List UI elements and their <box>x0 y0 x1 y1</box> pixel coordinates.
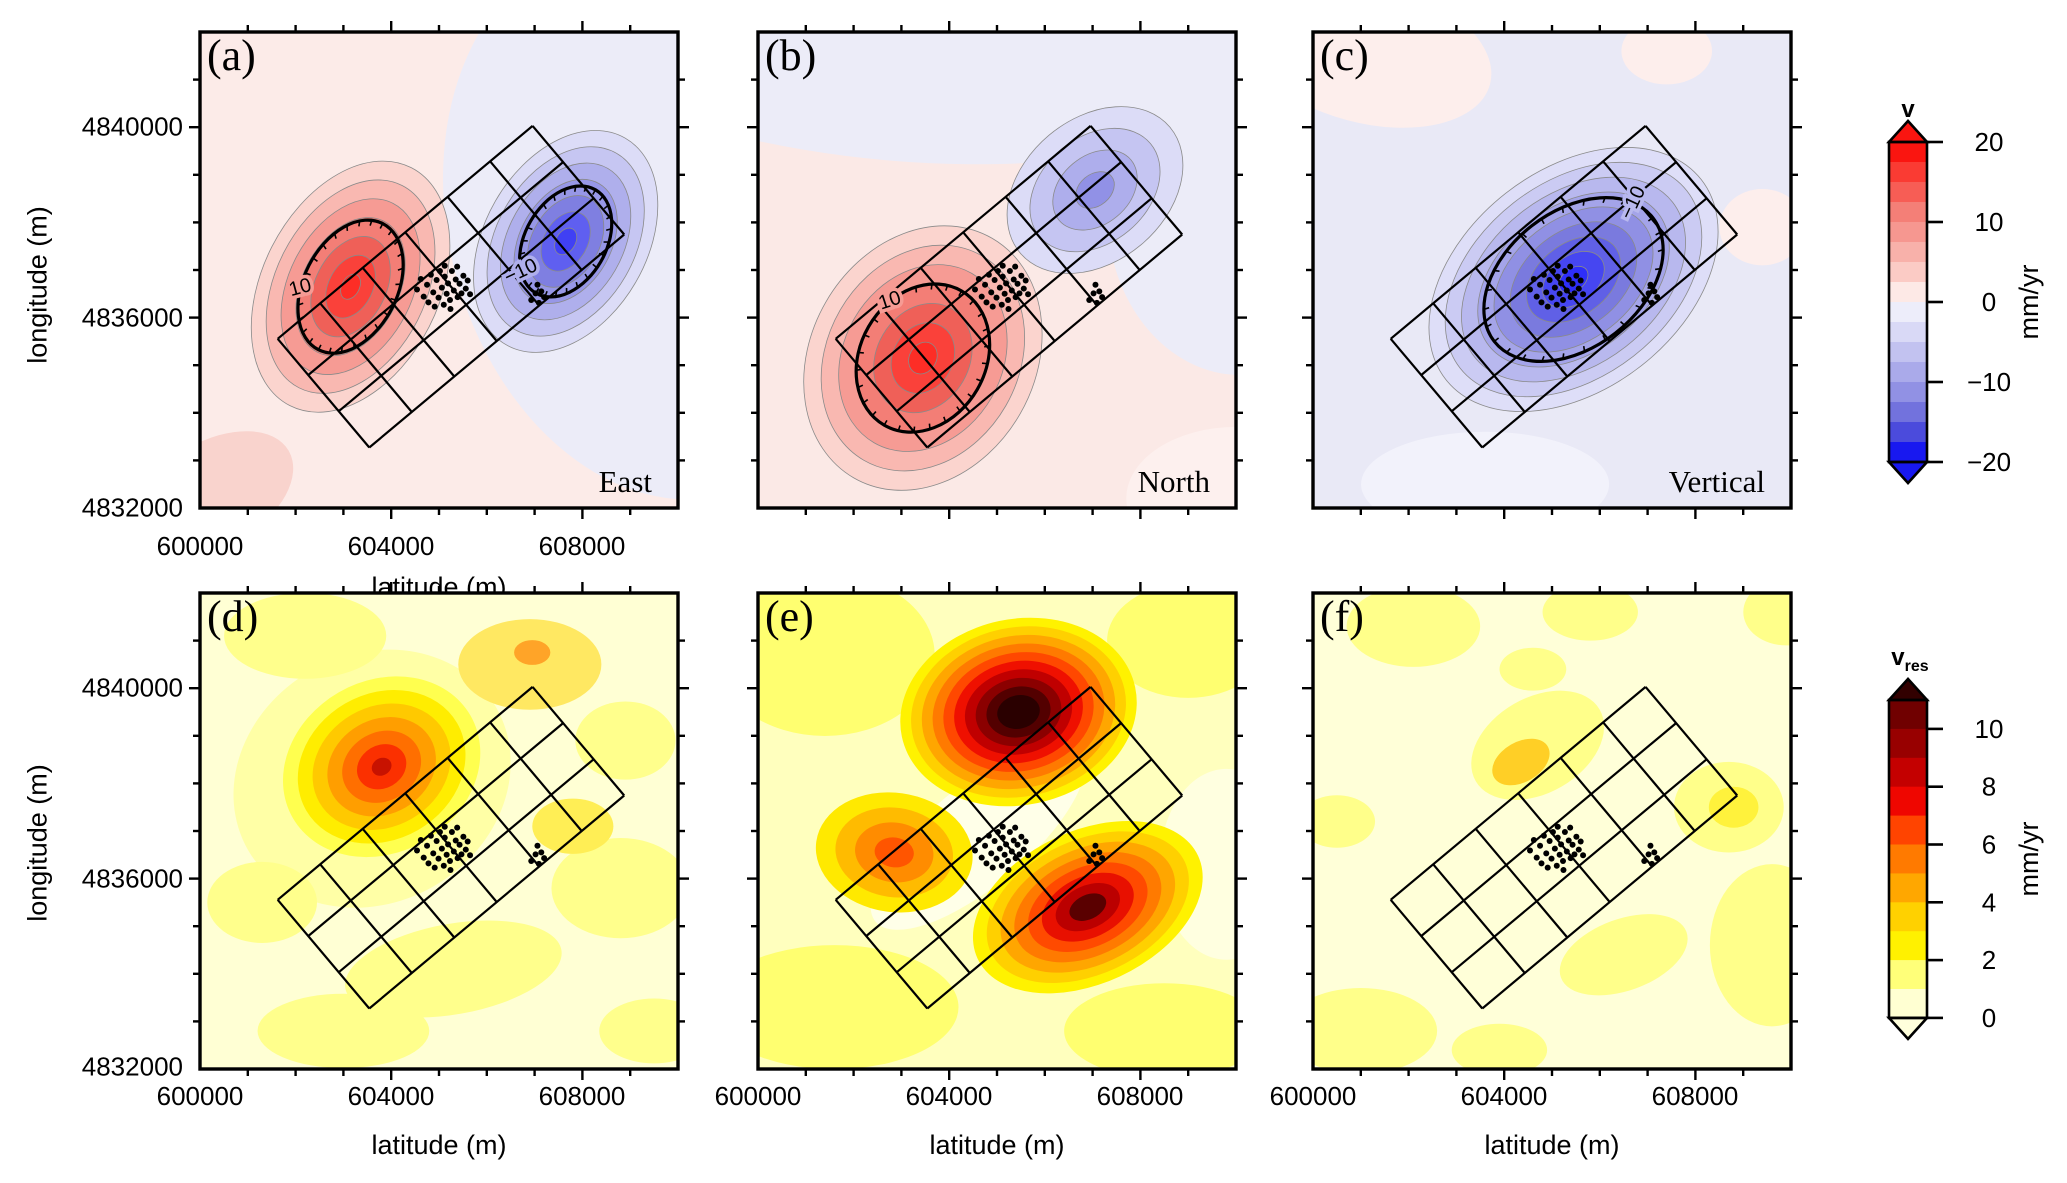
svg-text:0: 0 <box>1982 1003 1996 1033</box>
panel-d: (d) <box>189 582 689 1080</box>
svg-text:mm/yr: mm/yr <box>2014 821 2044 896</box>
xtick-label: 600000 <box>714 1081 802 1111</box>
x-axis-title: latitude (m) <box>1484 1130 1620 1160</box>
svg-text:−10: −10 <box>1967 367 2011 397</box>
panel-e-plot <box>747 582 1247 1080</box>
panel-letter: (a) <box>207 31 256 80</box>
xtick-label: 608000 <box>1096 1081 1184 1111</box>
y-axis-title: longitude (m) <box>22 764 53 922</box>
panel-a: 10 −10 (a) East <box>189 21 689 519</box>
svg-text:4: 4 <box>1982 887 1996 917</box>
svg-text:2: 2 <box>1982 945 1996 975</box>
svg-text:10: 10 <box>1975 207 2004 237</box>
xtick-label: 600000 <box>156 1081 244 1111</box>
panel-a-plot: 10 −10 <box>189 21 689 519</box>
panel-b: 10 (b) North <box>747 21 1247 519</box>
panel-letter: (d) <box>207 592 259 641</box>
panel-e: (e) <box>747 582 1247 1080</box>
svg-text:8: 8 <box>1982 772 1996 802</box>
component-label: East <box>598 464 652 499</box>
svg-text:−20: −20 <box>1967 447 2011 477</box>
xtick-label: 608000 <box>538 1081 626 1111</box>
panel-letter: (e) <box>765 592 814 641</box>
component-label: North <box>1137 464 1210 499</box>
svg-text:6: 6 <box>1982 830 1996 860</box>
panel-letter: (c) <box>1320 31 1369 80</box>
colorbar-title-subscript: res <box>1904 657 1929 675</box>
ytick-label: 4832000 <box>81 492 183 523</box>
xtick-label: 604000 <box>1460 1081 1548 1111</box>
panel-f: (f) <box>1302 582 1802 1080</box>
ytick-label: 4836000 <box>81 302 183 333</box>
x-axis-title: latitude (m) <box>371 1130 507 1160</box>
colorbar-title-text: v <box>1901 96 1915 123</box>
ytick-label: 4840000 <box>81 111 183 142</box>
panel-c: −10 (c) Vertical <box>1302 21 1802 519</box>
xtick-label: 608000 <box>1651 1081 1739 1111</box>
ytick-label: 4832000 <box>81 1051 183 1082</box>
xtick-label: 608000 <box>538 531 626 561</box>
panel-d-plot <box>189 582 689 1080</box>
svg-text:20: 20 <box>1975 127 2004 157</box>
panel-letter: (b) <box>765 31 817 80</box>
colorbar-v: 20 10 0 −10 −20 mm/yr <box>1886 119 2044 485</box>
panel-c-plot: −10 <box>1302 21 1802 519</box>
svg-text:10: 10 <box>1975 714 2004 744</box>
xtick-label: 604000 <box>347 1081 435 1111</box>
xtick-label: 600000 <box>1269 1081 1357 1111</box>
panel-f-plot <box>1302 582 1802 1080</box>
svg-text:mm/yr: mm/yr <box>2014 265 2044 340</box>
y-axis-title: longitude (m) <box>22 206 53 364</box>
colorbar-v-title: v <box>1889 96 1927 124</box>
xtick-label: 600000 <box>156 531 244 561</box>
colorbar-vres-title: vres <box>1880 644 1940 676</box>
colorbar-title-text: v <box>1891 644 1905 671</box>
ytick-label: 4836000 <box>81 863 183 894</box>
xtick-label: 604000 <box>905 1081 993 1111</box>
panel-b-plot: 10 <box>747 21 1247 519</box>
panel-letter: (f) <box>1320 592 1364 641</box>
component-label: Vertical <box>1668 464 1765 499</box>
ytick-label: 4840000 <box>81 672 183 703</box>
colorbar-vres: 10 8 6 4 2 0 mm/yr <box>1886 677 2044 1041</box>
svg-text:0: 0 <box>1982 287 1996 317</box>
x-axis-title: latitude (m) <box>929 1130 1065 1160</box>
xtick-label: 604000 <box>347 531 435 561</box>
